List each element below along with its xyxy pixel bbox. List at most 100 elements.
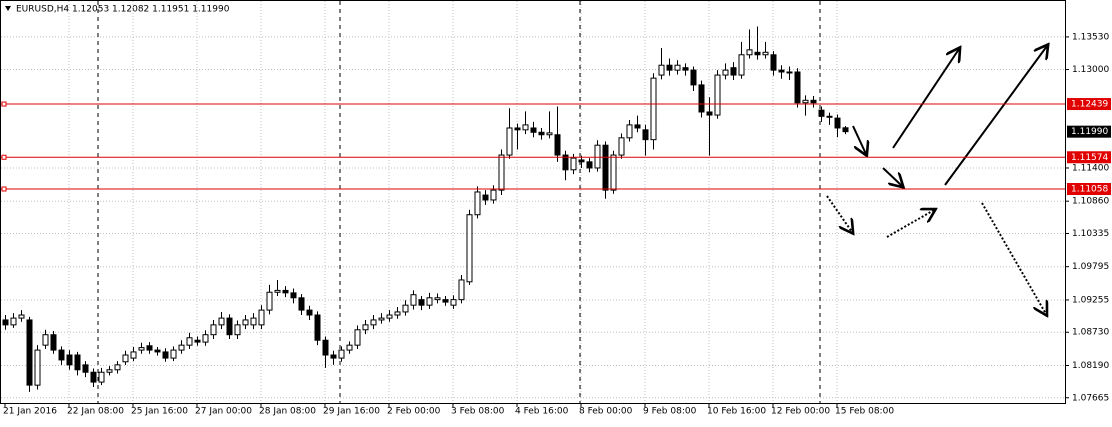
candle-body: [722, 69, 729, 76]
y-tick-label: 1.10860: [1072, 197, 1109, 207]
y-tick-label: 1.10335: [1072, 229, 1109, 239]
candle-body: [610, 154, 617, 191]
candle-body: [466, 214, 473, 283]
candle-body: [530, 127, 537, 133]
candle-body: [554, 134, 561, 156]
candle-body: [570, 157, 577, 171]
candle-body: [250, 317, 257, 326]
arrow: [892, 49, 959, 149]
chart-title: EURUSD,H4 1.12053 1.12082 1.11951 1.1199…: [16, 5, 230, 15]
candle-body: [258, 309, 265, 326]
candle-body: [130, 351, 137, 359]
candle-body: [162, 351, 169, 359]
candle-body: [562, 154, 569, 171]
candle-body: [378, 317, 385, 321]
candle-body: [106, 369, 113, 373]
candle-body: [602, 144, 609, 191]
candle-body: [74, 354, 81, 371]
candle-body: [154, 349, 161, 353]
candle-body: [786, 71, 793, 74]
candle-body: [810, 99, 817, 104]
dotted-arrow: [886, 210, 934, 238]
x-tick-label: 25 Jan 16:00: [131, 407, 188, 417]
candle-body: [762, 51, 769, 56]
candle-body: [682, 67, 689, 71]
candle-body: [458, 279, 465, 301]
candle-body: [490, 189, 497, 201]
candle-body: [42, 334, 49, 346]
candle-body: [298, 297, 305, 311]
candle-body: [506, 127, 513, 156]
level-handle: [1, 186, 7, 192]
candle-body: [658, 64, 665, 76]
level-handle: [1, 101, 7, 107]
x-tick-label: 8 Feb 00:00: [579, 407, 633, 417]
candle-body: [418, 299, 425, 306]
candle-body: [26, 319, 33, 386]
candle-body: [778, 69, 785, 73]
candle-body: [482, 194, 489, 201]
candle-body: [90, 371, 97, 383]
level-label-bg: [1067, 183, 1111, 196]
candle-body: [362, 324, 369, 331]
x-tick-label: 28 Jan 08:00: [259, 407, 316, 417]
level-label: 1.11574: [1071, 153, 1108, 163]
forecast-arrows: [852, 46, 1047, 186]
candle-body: [290, 292, 297, 299]
symbol-menu-icon[interactable]: [5, 6, 11, 11]
arrow: [944, 46, 1047, 186]
plot-frame: [0, 0, 1066, 404]
candle-body: [730, 67, 737, 76]
candle-body: [666, 64, 673, 71]
candle-body: [746, 49, 753, 56]
candle-body: [114, 364, 121, 371]
level-label: 1.12439: [1071, 100, 1108, 110]
dotted-arrow: [981, 202, 1046, 314]
candle-body: [50, 334, 57, 351]
candle-body: [34, 349, 41, 386]
candle-body: [802, 99, 809, 104]
level-handle: [1, 154, 7, 160]
x-tick-label: 9 Feb 08:00: [643, 407, 697, 417]
candle-body: [18, 314, 25, 319]
candle-body: [186, 337, 193, 346]
candle-body: [266, 291, 273, 311]
candle-body: [642, 129, 649, 141]
level-label-bg: [1067, 151, 1111, 164]
y-tick-label: 1.11400: [1072, 163, 1109, 173]
y-tick-label: 1.13000: [1072, 65, 1109, 75]
arrow: [882, 167, 902, 186]
candle-body: [514, 127, 521, 131]
candle-body: [698, 84, 705, 113]
x-tick-label: 22 Jan 08:00: [67, 407, 124, 417]
candle-body: [690, 69, 697, 86]
candle-body: [274, 289, 281, 293]
candle-body: [842, 127, 849, 133]
candle-body: [194, 339, 201, 343]
candle-body: [498, 154, 505, 191]
alt-arrows: [826, 195, 1046, 314]
candle-body: [634, 124, 641, 129]
candle-body: [226, 317, 233, 336]
y-tick-label: 1.08190: [1072, 361, 1109, 371]
candle-body: [594, 144, 601, 169]
candle-body: [242, 319, 249, 326]
candle-body: [818, 109, 825, 117]
candle-body: [402, 304, 409, 313]
y-tick-label: 1.09795: [1072, 262, 1109, 272]
candle-body: [98, 371, 105, 383]
candle-body: [346, 344, 353, 351]
candle-body: [538, 131, 545, 136]
candle-body: [546, 132, 553, 136]
x-tick-label: 15 Feb 08:00: [835, 407, 894, 417]
candle-body: [674, 64, 681, 71]
candle-body: [282, 289, 289, 294]
candle-body: [410, 294, 417, 306]
period-separators: [97, 1, 821, 403]
level-label-bg: [1067, 98, 1111, 111]
candle-body: [794, 71, 801, 104]
x-tick-label: 29 Jan 16:00: [323, 407, 380, 417]
candle-body: [322, 339, 329, 356]
candle-body: [706, 111, 713, 116]
